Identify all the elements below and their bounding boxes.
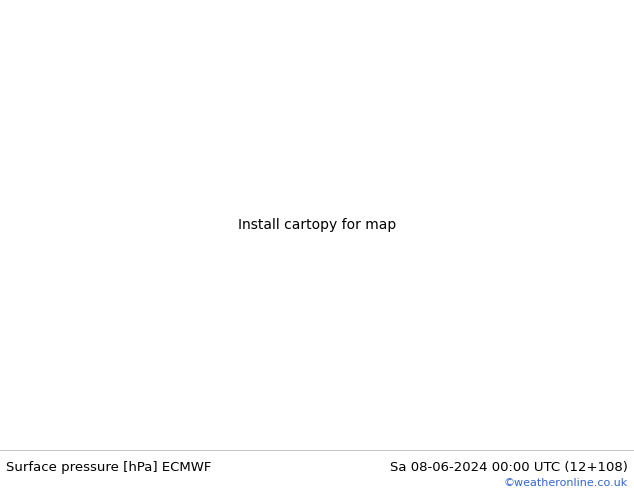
- Text: ©weatheronline.co.uk: ©weatheronline.co.uk: [503, 478, 628, 488]
- Text: Surface pressure [hPa] ECMWF: Surface pressure [hPa] ECMWF: [6, 461, 212, 474]
- Text: Install cartopy for map: Install cartopy for map: [238, 218, 396, 232]
- Text: Sa 08-06-2024 00:00 UTC (12+108): Sa 08-06-2024 00:00 UTC (12+108): [390, 461, 628, 474]
